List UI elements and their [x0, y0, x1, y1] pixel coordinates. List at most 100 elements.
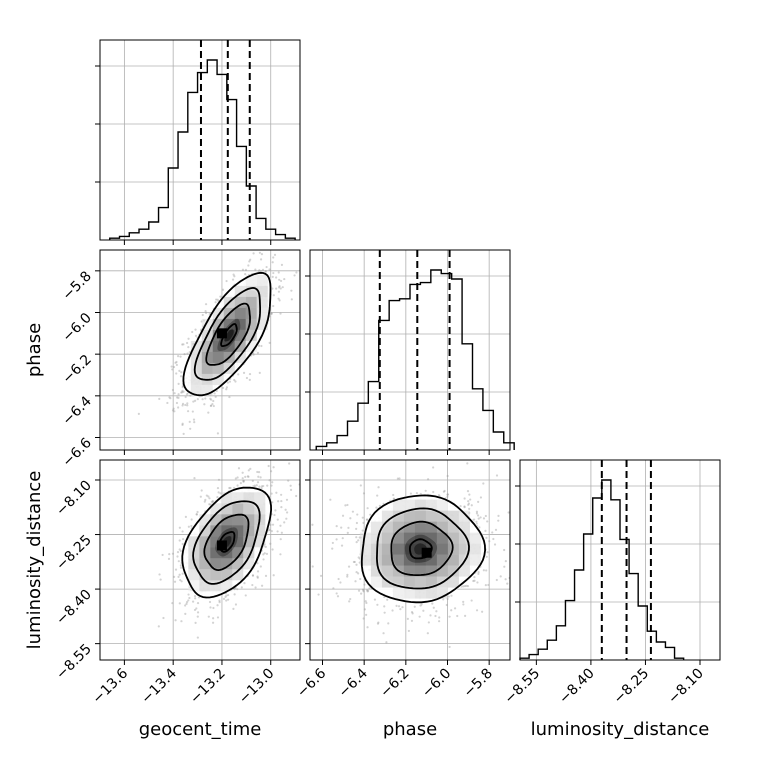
- scatter-point: [176, 551, 180, 554]
- scatter-point: [211, 500, 214, 503]
- scatter-point: [219, 492, 222, 495]
- scatter-point: [188, 596, 191, 600]
- scatter-point: [269, 470, 273, 473]
- scatter-point: [271, 261, 274, 264]
- scatter-point: [268, 341, 271, 345]
- scatter-point: [180, 371, 183, 374]
- scatter-point: [211, 499, 214, 503]
- scatter-point: [276, 530, 279, 533]
- scatter-point: [435, 610, 438, 613]
- scatter-point: [375, 506, 378, 509]
- scatter-point: [184, 395, 187, 399]
- scatter-point: [259, 565, 262, 568]
- scatter-point: [362, 492, 366, 495]
- scatter-point: [273, 513, 276, 517]
- scatter-point: [204, 397, 207, 400]
- scatter-point: [176, 555, 179, 558]
- density-cell: [436, 565, 448, 577]
- scatter-point: [242, 371, 246, 374]
- density-cell: [359, 532, 371, 544]
- scatter-point: [185, 393, 189, 396]
- scatter-point: [317, 593, 320, 596]
- scatter-point: [219, 295, 222, 298]
- scatter-point: [357, 539, 360, 542]
- density-cell: [436, 521, 448, 533]
- scatter-point: [463, 505, 466, 508]
- scatter-point: [349, 597, 352, 601]
- scatter-point: [427, 621, 430, 624]
- scatter-point: [181, 386, 184, 389]
- scatter-point: [382, 632, 385, 635]
- density-cell: [234, 329, 246, 341]
- density-cell: [381, 532, 393, 544]
- scatter-point: [249, 258, 252, 261]
- scatter-point: [406, 617, 409, 620]
- scatter-point: [191, 600, 195, 603]
- scatter-point: [478, 526, 481, 529]
- scatter-point: [365, 601, 368, 605]
- scatter-point: [216, 432, 220, 435]
- density-cell: [447, 576, 459, 588]
- scatter-point: [450, 594, 453, 597]
- scatter-point: [178, 539, 181, 542]
- scatter-point: [179, 578, 182, 582]
- scatter-point: [258, 371, 261, 374]
- scatter-point: [355, 571, 358, 574]
- density-cell: [199, 514, 211, 526]
- scatter-point: [329, 498, 332, 501]
- density-cell: [212, 340, 224, 352]
- scatter-point: [182, 390, 185, 393]
- density-cell: [403, 554, 415, 566]
- scatter-point: [227, 593, 230, 597]
- scatter-point: [211, 403, 214, 406]
- panel-frame: [309, 459, 511, 661]
- density-cell: [232, 492, 244, 504]
- scatter-point: [257, 471, 261, 474]
- density-cell: [190, 340, 202, 352]
- scatter-point: [170, 365, 173, 368]
- scatter-point: [361, 516, 364, 519]
- scatter-point: [410, 611, 414, 614]
- density-cell: [201, 318, 213, 330]
- density-cell: [210, 580, 222, 592]
- scatter-point: [280, 531, 283, 534]
- scatter-point: [432, 466, 435, 469]
- scatter-point: [234, 603, 238, 606]
- scatter-point: [262, 484, 265, 488]
- density-cell: [234, 318, 246, 330]
- scatter-point: [369, 513, 372, 516]
- scatter-point: [217, 491, 220, 494]
- scatter-point: [214, 301, 217, 304]
- scatter-point: [210, 404, 213, 407]
- histogram-step-phase: [315, 269, 515, 450]
- scatter-point: [319, 574, 323, 577]
- scatter-point: [271, 548, 274, 551]
- scatter-point: [183, 353, 186, 356]
- scatter-point: [175, 372, 178, 375]
- scatter-point: [475, 520, 478, 523]
- scatter-point: [351, 510, 355, 513]
- scatter-point: [251, 574, 255, 577]
- density-cell: [188, 536, 200, 548]
- scatter-point: [256, 470, 259, 474]
- scatter-point: [207, 615, 210, 618]
- scatter-point: [178, 602, 181, 605]
- scatter-point: [507, 511, 510, 514]
- density-cell: [392, 576, 404, 588]
- density-cell: [381, 554, 393, 566]
- scatter-point: [207, 411, 210, 414]
- scatter-point: [177, 382, 180, 385]
- scatter-point: [268, 528, 271, 531]
- density-cell: [188, 569, 200, 581]
- scatter-point: [475, 512, 479, 515]
- scatter-point: [203, 403, 206, 406]
- density-cell: [436, 532, 448, 544]
- density-cell: [381, 521, 393, 533]
- scatter-point: [366, 518, 369, 521]
- scatter-point: [244, 272, 247, 276]
- scatter-point: [398, 477, 401, 480]
- scatter-point: [248, 378, 251, 381]
- scatter-point: [479, 496, 483, 499]
- scatter-point: [477, 500, 480, 503]
